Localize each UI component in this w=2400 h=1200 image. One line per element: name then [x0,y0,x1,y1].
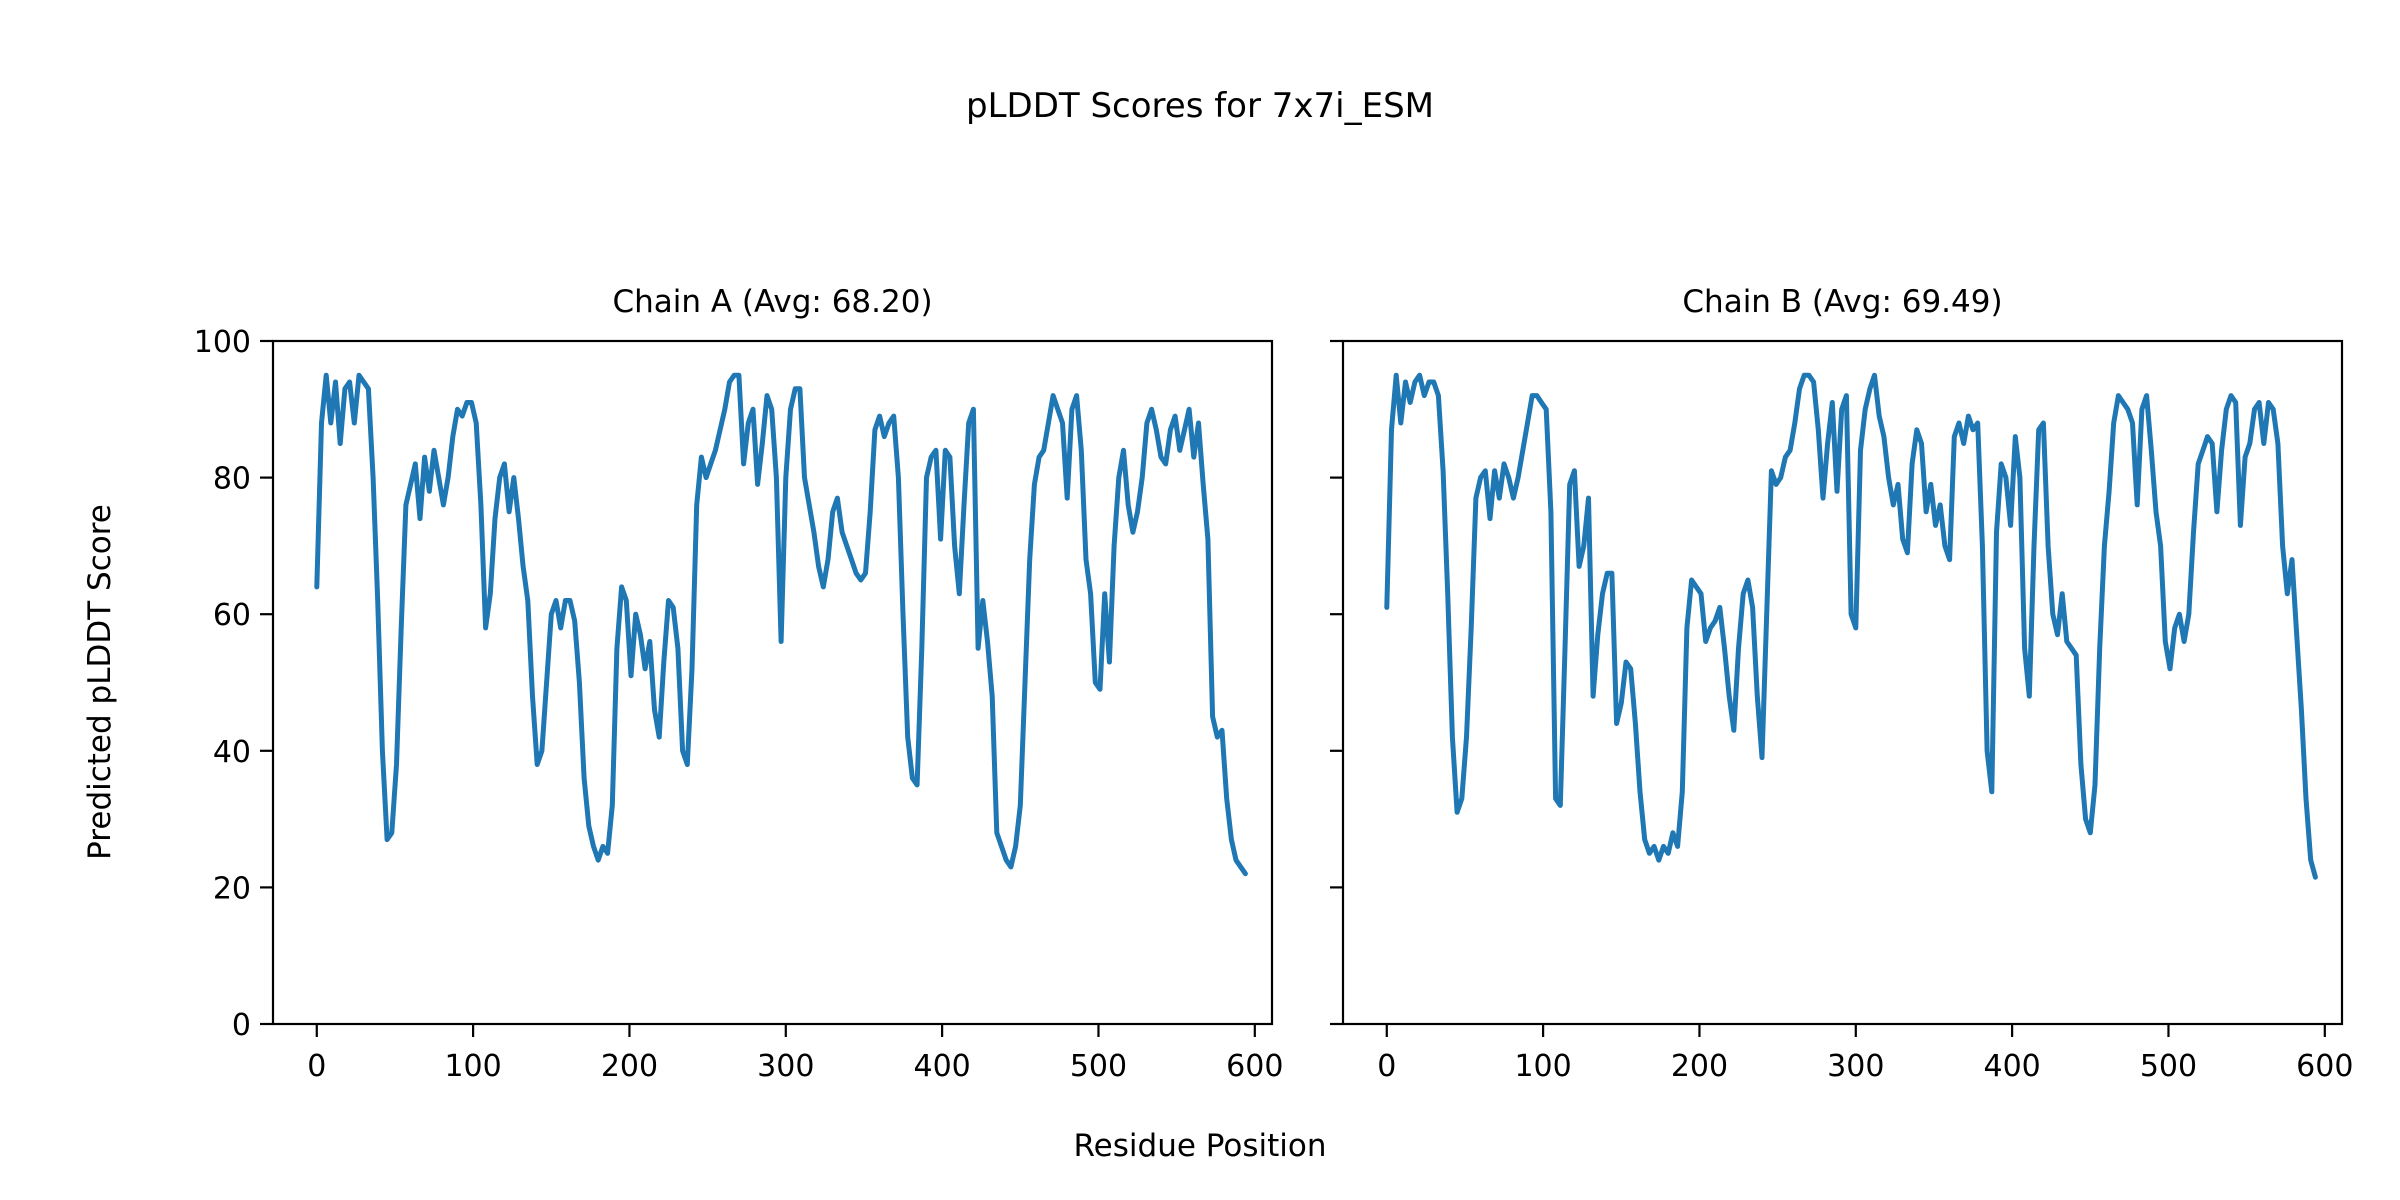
x-tick-label: 0 [1377,1049,1396,1084]
y-tick-label: 40 [213,735,251,770]
x-tick-label: 600 [1226,1049,1283,1084]
x-tick-label: 500 [1070,1049,1127,1084]
x-tick-label: 600 [2296,1049,2353,1084]
x-tick-label: 200 [1671,1049,1728,1084]
axes-frame [1341,339,2344,1026]
y-tick-label: 0 [232,1008,251,1043]
y-tick-label: 100 [194,325,251,360]
x-tick-label: 400 [1983,1049,2040,1084]
y-tick-label: 60 [213,598,251,633]
chain-a-subplot-title: Chain A (Avg: 68.20) [612,284,933,320]
y-tick-label: 80 [213,462,251,497]
x-tick-label: 200 [601,1049,658,1084]
chain-a-plot: 0 100 200 300 400 500 600 0 20 40 60 80 100 [194,325,1284,1084]
figure-title: pLDDT Scores for 7x7i_ESM [966,86,1434,126]
axes-frame [271,339,1274,1026]
x-tick-label: 100 [444,1049,501,1084]
x-tick-label: 300 [757,1049,814,1084]
y-tick-label: 20 [213,871,251,906]
plddt-line-chain-b [1384,372,2318,880]
x-axis-label: Residue Position [1073,1128,1327,1164]
x-tick-label: 500 [2140,1049,2197,1084]
y-axis-label: Predicted pLDDT Score [82,504,118,860]
x-tick-label: 0 [307,1049,326,1084]
x-tick-label: 100 [1514,1049,1571,1084]
chain-b-plot: 0 100 200 300 400 500 600 [1330,339,2353,1084]
chain-b-subplot-title: Chain B (Avg: 69.49) [1682,284,2003,320]
x-tick-label: 400 [913,1049,970,1084]
plddt-line-chain-a [314,372,1248,877]
x-tick-label: 300 [1827,1049,1884,1084]
